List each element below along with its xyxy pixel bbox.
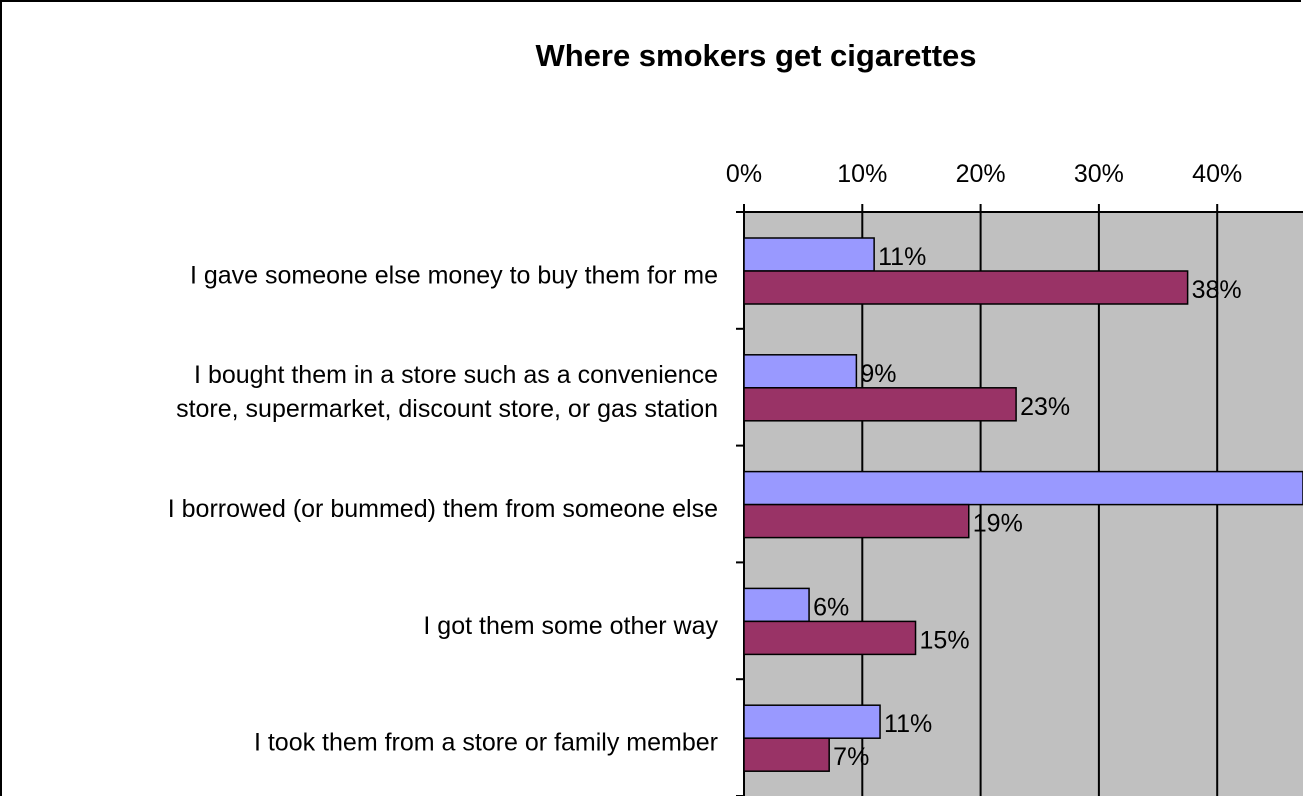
data-label: 23% [1020,393,1070,421]
bar [743,270,1189,305]
category-label: store, supermarket, discount store, or g… [176,395,718,423]
bar [743,620,917,656]
data-label: 38% [1192,276,1242,304]
chart-title: Where smokers get cigarettes [535,38,977,73]
category-label: I bought them in a store such as a conve… [194,361,718,389]
bar [743,387,1017,422]
x-tick-label: 30% [1074,160,1124,188]
data-label: 6% [813,593,849,621]
x-tick-label: 40% [1192,160,1242,188]
category-label: I got them some other way [423,612,718,640]
x-tick-label: 10% [837,160,887,188]
data-label: 11% [878,243,926,271]
bar [743,704,881,739]
data-label: 15% [920,626,970,654]
category-label: I took them from a store or family membe… [254,729,718,757]
category-label: I gave someone else money to buy them fo… [190,261,718,289]
data-label: 9% [860,360,896,388]
bar [743,470,1303,506]
x-tick-label: 0% [726,160,762,188]
x-tick-label: 20% [956,160,1006,188]
bar [743,737,830,772]
bar [743,237,875,272]
bar [743,587,810,623]
bar [743,354,858,389]
data-label: 11% [884,710,932,738]
data-label: 7% [833,743,869,771]
data-label: 19% [973,510,1023,538]
category-label: I borrowed (or bummed) them from someone… [168,495,718,523]
bar [743,503,970,539]
